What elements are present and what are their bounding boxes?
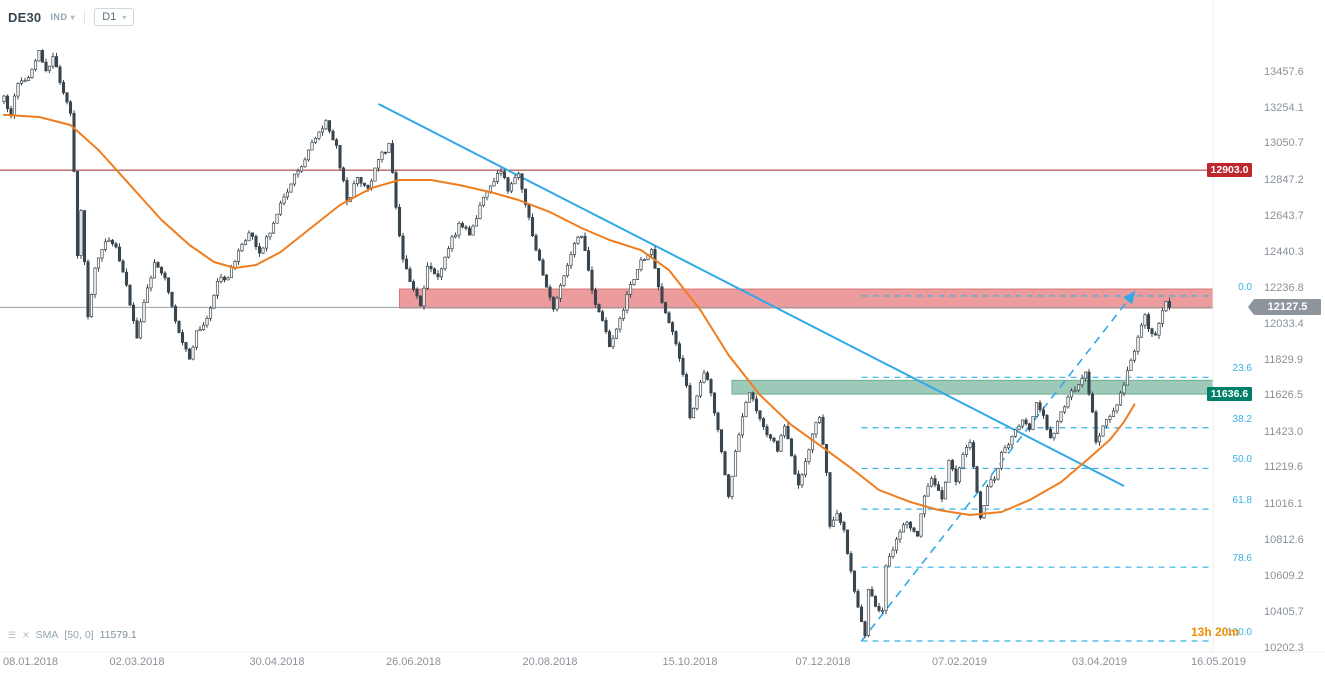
price-axis-label: 10812.6 <box>1264 533 1304 546</box>
ascending-trendline[interactable] <box>860 290 1136 642</box>
price-axis-label: 12440.3 <box>1264 245 1304 258</box>
price-axis-label: 13457.6 <box>1264 65 1304 78</box>
chevron-down-icon: ▾ <box>122 12 127 22</box>
instrument-type-label: IND <box>50 12 68 22</box>
fib-level-label: 0.0 <box>1238 281 1252 293</box>
date-axis-label: 16.05.2019 <box>1190 656 1247 668</box>
price-alert-badge[interactable]: 12903.0 <box>1207 163 1252 178</box>
date-axis-label: 30.04.2018 <box>249 656 305 668</box>
fib-level-label: 50.0 <box>1232 454 1252 466</box>
date-axis-label: 08.01.2018 <box>3 656 59 668</box>
fib-level-label: 38.2 <box>1232 413 1252 425</box>
indicator-menu-icon[interactable]: ☰ <box>8 629 17 640</box>
support-zone[interactable] <box>731 379 1214 395</box>
zones-layer[interactable] <box>399 288 1214 395</box>
instrument-type-dropdown[interactable]: IND ▾ <box>50 12 75 22</box>
indicator-name: SMA <box>35 629 59 641</box>
timeframe-select[interactable]: D1 ▾ <box>94 8 135 26</box>
price-axis-label: 11829.9 <box>1264 353 1303 366</box>
support-level-badge[interactable]: 11636.6 <box>1207 387 1252 402</box>
date-axis-label: 03.04.2019 <box>1071 656 1128 668</box>
fib-level-label: 61.8 <box>1232 495 1252 507</box>
fib-level-label: 23.6 <box>1232 363 1252 375</box>
horizontal-lines-layer[interactable] <box>0 169 1213 308</box>
trendlines-layer[interactable] <box>378 103 1136 642</box>
fib-level-label: 78.6 <box>1232 553 1252 565</box>
candle-countdown: 13h 20m <box>1191 625 1240 639</box>
sma-line[interactable] <box>3 113 1136 516</box>
price-axis-label: 10202.3 <box>1264 641 1304 654</box>
price-axis-label: 13050.7 <box>1264 137 1304 150</box>
current-price-badge: 12127.5 <box>1248 299 1321 316</box>
price-axis-label: 12033.4 <box>1264 317 1304 330</box>
date-axis-label: 02.03.2018 <box>109 656 165 668</box>
price-axis-label: 12236.8 <box>1264 281 1304 294</box>
price-axis-label: 11626.5 <box>1264 389 1303 402</box>
price-axis-label: 11016.1 <box>1264 497 1303 510</box>
symbol-label: DE30 <box>8 9 42 25</box>
fib-level-label: 100.0 <box>1226 626 1252 638</box>
date-axis-label: 15.10.2018 <box>662 656 718 668</box>
fibonacci-retracement[interactable] <box>861 295 1214 642</box>
indicator-legend: ☰ ✕ SMA [50, 0] 11579.1 <box>8 629 137 641</box>
resistance-zone[interactable] <box>399 288 1214 309</box>
candles-layer <box>2 49 1172 639</box>
price-axis-label: 13254.1 <box>1264 101 1304 114</box>
price-axis-label: 11423.0 <box>1264 425 1303 438</box>
price-axis-label: 12643.7 <box>1264 209 1304 222</box>
chevron-down-icon: ▾ <box>70 12 76 22</box>
indicator-params: [50, 0] <box>64 629 94 641</box>
indicator-value: 11579.1 <box>99 629 137 641</box>
date-axis-label: 07.02.2019 <box>931 656 988 668</box>
price-axis-label: 10609.2 <box>1264 569 1304 582</box>
descending-trendline[interactable] <box>378 103 1125 487</box>
price-axis-label: 12847.2 <box>1264 173 1304 186</box>
date-axis-label: 20.08.2018 <box>522 656 578 668</box>
remove-indicator-icon[interactable]: ✕ <box>22 629 30 640</box>
date-axis-label: 07.12.2018 <box>795 656 851 668</box>
price-axis-label: 11219.6 <box>1264 461 1303 474</box>
timeframe-label: D1 <box>102 11 117 23</box>
date-axis-label: 26.06.2018 <box>385 656 442 668</box>
chart-header: DE30 IND ▾ D1 ▾ <box>8 8 135 26</box>
price-axis-label: 10405.7 <box>1264 605 1304 618</box>
header-divider <box>84 9 86 25</box>
